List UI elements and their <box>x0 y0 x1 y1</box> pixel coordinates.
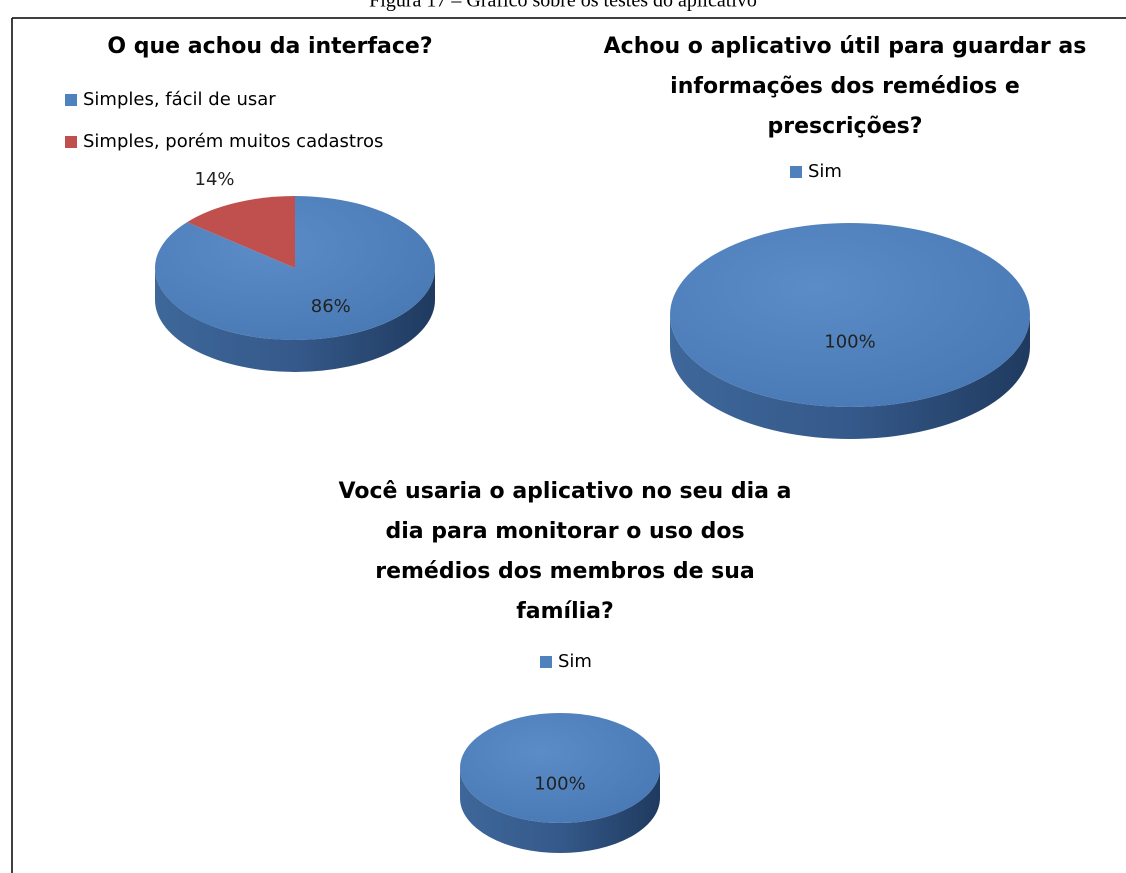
legend-label: Sim <box>558 651 592 672</box>
chart-title: informações dos remédios e <box>670 74 1020 99</box>
data-label: 14% <box>195 169 235 190</box>
slice <box>670 223 1030 407</box>
chart-title: remédios dos membros de sua <box>375 559 755 584</box>
slice <box>460 713 660 823</box>
chart-title: dia para monitorar o uso dos <box>385 519 744 544</box>
legend-swatch <box>65 136 77 148</box>
chart-title: família? <box>516 599 614 624</box>
slice-side <box>155 268 435 372</box>
legend-label: Simples, porém muitos cadastros <box>83 131 383 152</box>
caption: Figura 17 – Gráfico sobre os testes do a… <box>369 0 757 12</box>
chart-title: Achou o aplicativo útil para guardar as <box>604 34 1087 59</box>
legend-swatch <box>65 94 77 106</box>
slice-side <box>460 768 660 853</box>
slice-side <box>670 315 1030 439</box>
chart-title: prescrições? <box>768 114 923 139</box>
legend-label: Simples, fácil de usar <box>83 89 276 110</box>
slice <box>154 196 435 340</box>
legend-label: Sim <box>808 161 842 182</box>
legend-swatch <box>540 656 552 668</box>
data-label: 100% <box>534 774 585 795</box>
chart-title: Você usaria o aplicativo no seu dia a <box>339 479 792 504</box>
data-label: 86% <box>311 296 351 317</box>
data-label: 100% <box>824 332 875 353</box>
chart-title: O que achou da interface? <box>107 34 432 59</box>
legend-swatch <box>790 166 802 178</box>
slice <box>187 196 295 268</box>
